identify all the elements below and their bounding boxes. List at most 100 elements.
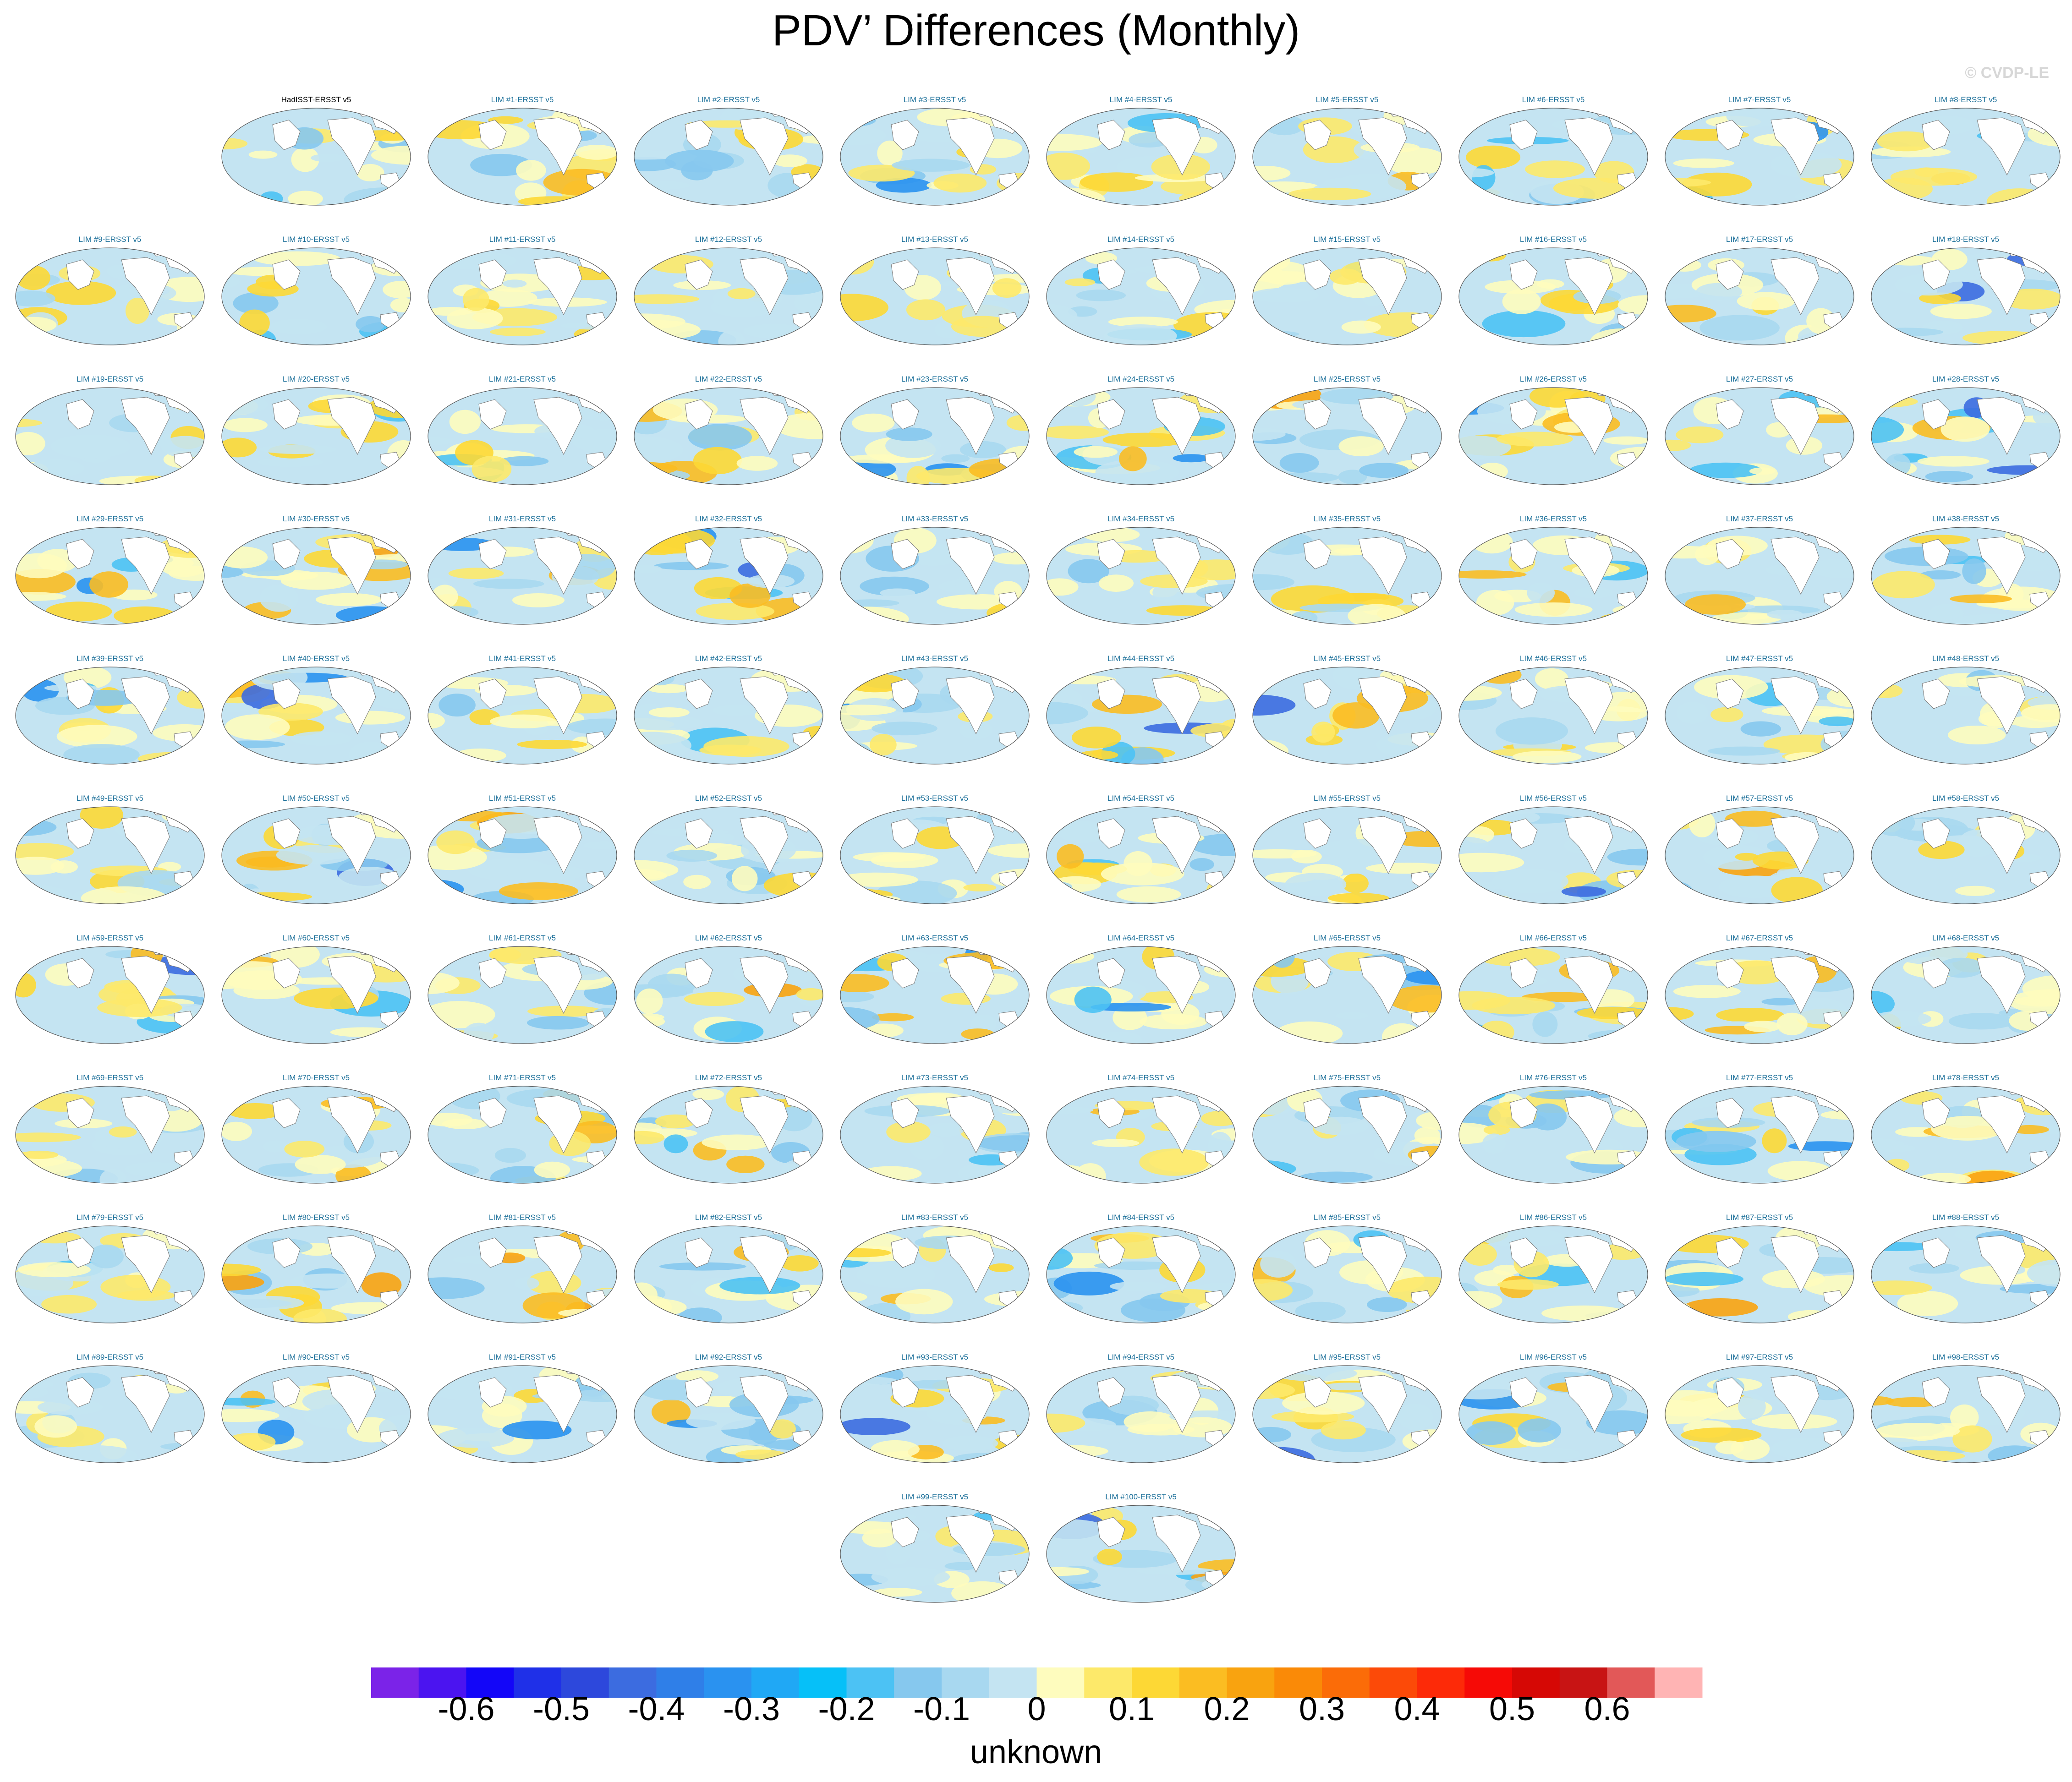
anomaly-contour: [872, 722, 937, 736]
anomaly-contour: [16, 1031, 45, 1041]
land-mass: [121, 536, 170, 595]
land-mass: [1152, 1514, 1201, 1573]
anomaly-contour: [16, 1132, 81, 1142]
colorbar-tick-label: 0.6: [1584, 1691, 1630, 1727]
colorbar-tick-label: -0.4: [628, 1691, 685, 1727]
anomaly-contour: [987, 843, 1029, 858]
colorbar-tick-label: -0.3: [723, 1691, 780, 1727]
map-boundary: [15, 527, 205, 625]
anomaly-contour: [718, 330, 745, 345]
map-panel: [1252, 667, 1442, 765]
land-mass: [1303, 539, 1332, 569]
anomaly-contour: [1253, 694, 1296, 716]
panel-title: LIM #31-ERSST v5: [488, 514, 556, 523]
panel-title: LIM #88-ERSST v5: [1932, 1213, 2000, 1222]
land-mass: [1922, 120, 1950, 150]
anomaly-contour: [233, 292, 279, 314]
anomaly-contour: [439, 694, 476, 717]
map-panel: [634, 946, 823, 1044]
anomaly-contour: [1479, 1021, 1514, 1044]
panel-title: LIM #98-ERSST v5: [1932, 1353, 2000, 1361]
anomaly-contour: [1673, 985, 1741, 998]
land-mass: [1922, 818, 1950, 849]
land-mass: [272, 120, 301, 150]
land-mass: [1097, 818, 1125, 849]
land-mass: [478, 958, 507, 989]
map-panel: [1046, 946, 1236, 1044]
anomaly-contour: [1950, 594, 2012, 603]
anomaly-contour: [2034, 1310, 2060, 1323]
land-mass: [1977, 117, 2026, 176]
map-boundary: [428, 946, 617, 1044]
panel-title: LIM #86-ERSST v5: [1519, 1213, 1587, 1222]
land-mass: [1922, 539, 1950, 569]
anomaly-contour: [16, 290, 55, 306]
map-boundary: [15, 1086, 205, 1184]
anomaly-contour: [50, 860, 78, 874]
anomaly-contour: [1482, 310, 1566, 338]
anomaly-contour: [1527, 582, 1555, 603]
map-boundary: [15, 387, 205, 485]
land-mass: [533, 956, 582, 1014]
map-panel: [221, 806, 411, 904]
anomaly-contour: [1962, 331, 2044, 345]
panel-title: LIM #68-ERSST v5: [1932, 934, 2000, 942]
anomaly-contour: [1291, 850, 1322, 864]
anomaly-contour: [1726, 108, 1785, 127]
map-panel: [15, 1225, 205, 1323]
panel-title: LIM #53-ERSST v5: [901, 794, 969, 803]
map-panel: [1252, 387, 1442, 485]
map-boundary: [221, 247, 411, 345]
anomaly-contour: [892, 159, 970, 172]
panel-title: LIM #17-ERSST v5: [1726, 235, 1793, 244]
map-boundary: [634, 387, 823, 485]
map-panel: [428, 527, 617, 625]
land-mass: [272, 818, 301, 849]
anomaly-contour: [1295, 1301, 1346, 1321]
anomaly-contour: [436, 1427, 515, 1448]
map-boundary: [1871, 806, 2061, 904]
anomaly-contour: [1253, 165, 1291, 181]
land-mass: [478, 678, 507, 709]
map-boundary: [634, 806, 823, 904]
map-panel: [1665, 946, 1854, 1044]
map-boundary: [840, 1365, 1030, 1463]
anomaly-contour: [1321, 1421, 1366, 1440]
map-panel: [1458, 108, 1648, 206]
anomaly-contour: [514, 1277, 539, 1290]
map-boundary: [1252, 667, 1442, 765]
map-panel: [840, 1365, 1030, 1463]
panel-title: LIM #45-ERSST v5: [1313, 654, 1381, 663]
anomaly-contour: [1459, 1375, 1523, 1399]
anomaly-contour: [1290, 611, 1318, 624]
anomaly-contour: [291, 147, 319, 172]
map-boundary: [1046, 1365, 1236, 1463]
anomaly-contour: [944, 1562, 981, 1570]
anomaly-contour: [1466, 145, 1521, 169]
map-boundary: [1046, 527, 1236, 625]
anomaly-contour: [1495, 717, 1568, 745]
anomaly-contour: [886, 1541, 910, 1565]
panel-title: LIM #73-ERSST v5: [901, 1073, 969, 1082]
panel-title: LIM #81-ERSST v5: [488, 1213, 556, 1222]
anomaly-contour: [1253, 1427, 1291, 1443]
map-panel: [1252, 108, 1442, 206]
anomaly-contour: [448, 568, 504, 579]
panel-title: LIM #62-ERSST v5: [695, 934, 762, 942]
anomaly-contour: [1189, 833, 1235, 856]
anomaly-contour: [1930, 303, 1992, 319]
map-panel: [15, 946, 205, 1044]
map-panel: [428, 1086, 617, 1184]
anomaly-contour: [226, 1433, 276, 1451]
land-mass: [891, 539, 919, 569]
map-boundary: [1871, 108, 2061, 206]
anomaly-contour: [1463, 1243, 1497, 1266]
land-mass: [1303, 259, 1332, 290]
panel-title: LIM #26-ERSST v5: [1519, 375, 1587, 383]
land-mass: [1716, 818, 1744, 849]
anomaly-contour: [1767, 610, 1803, 619]
anomaly-contour: [383, 1027, 411, 1044]
map-panel: [221, 1086, 411, 1184]
anomaly-contour: [634, 294, 700, 304]
anomaly-contour: [1586, 1410, 1648, 1435]
